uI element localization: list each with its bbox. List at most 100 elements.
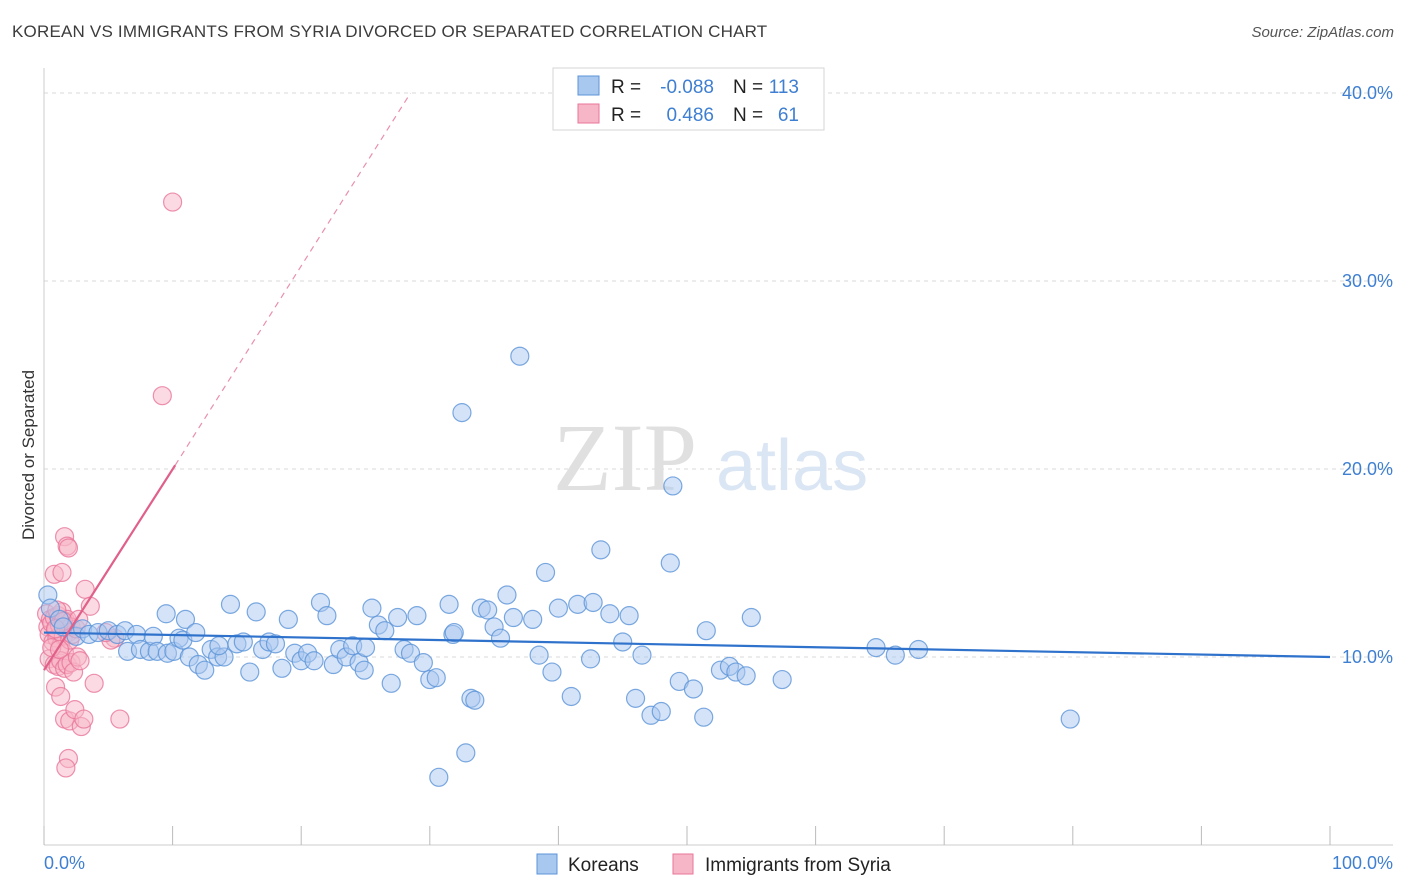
syria-point bbox=[163, 192, 183, 212]
syria-trend-extension bbox=[174, 92, 412, 466]
korean-point bbox=[317, 606, 337, 626]
grid-lines bbox=[44, 92, 1393, 658]
koreans-trend-line bbox=[43, 631, 1331, 659]
syria-point bbox=[70, 651, 90, 671]
korean-point bbox=[613, 632, 633, 652]
koreans-n-value: 113 bbox=[769, 77, 799, 98]
syria-point bbox=[58, 538, 79, 558]
korean-point bbox=[503, 607, 523, 628]
korean-point bbox=[772, 669, 792, 690]
korean-point bbox=[696, 621, 716, 641]
korean-point bbox=[429, 767, 449, 787]
syria-point bbox=[56, 758, 76, 778]
korean-point bbox=[736, 666, 756, 686]
korean-point bbox=[156, 604, 176, 624]
korean-point bbox=[580, 649, 601, 669]
syria-point bbox=[52, 562, 72, 583]
syria-trend-line bbox=[43, 464, 177, 671]
korean-point bbox=[663, 476, 683, 496]
korean-point bbox=[362, 598, 382, 618]
korean-point bbox=[529, 645, 549, 665]
korean-point bbox=[542, 662, 562, 682]
syria-swatch bbox=[577, 103, 600, 124]
korean-point bbox=[683, 679, 704, 699]
korean-point bbox=[600, 604, 620, 624]
korean-point bbox=[186, 622, 206, 643]
korean-point bbox=[452, 403, 472, 423]
korean-point bbox=[175, 609, 196, 630]
syria-point bbox=[74, 709, 94, 729]
legend-syria-label: Immigrants from Syria bbox=[705, 855, 891, 876]
syria-n-value: 61 bbox=[778, 105, 799, 126]
syria-r-value: 0.486 bbox=[666, 105, 714, 126]
korean-point bbox=[465, 690, 485, 710]
korean-point bbox=[885, 645, 905, 665]
legend: Koreans Immigrants from Syria bbox=[536, 853, 891, 876]
watermark-atlas: atlas bbox=[716, 426, 868, 506]
korean-point bbox=[632, 645, 652, 665]
korean-point bbox=[272, 658, 292, 678]
trend-lines bbox=[43, 92, 1331, 671]
syria-r-label: R = bbox=[611, 105, 641, 126]
y-tick-labels: 10.0% 20.0% 30.0% 40.0% bbox=[1342, 83, 1393, 667]
korean-point bbox=[400, 643, 421, 663]
korean-point bbox=[195, 660, 215, 680]
koreans-n-label: N = bbox=[733, 77, 763, 98]
korean-point bbox=[407, 606, 427, 626]
koreans-r-value: -0.088 bbox=[660, 77, 714, 98]
source-label: Source: ZipAtlas.com bbox=[1251, 24, 1394, 41]
korean-point bbox=[355, 638, 376, 658]
syria-point bbox=[152, 386, 172, 406]
korean-point bbox=[304, 651, 324, 671]
korean-point bbox=[561, 686, 581, 707]
korean-point bbox=[625, 688, 646, 708]
korean-point bbox=[651, 701, 671, 722]
korean-point bbox=[535, 562, 556, 583]
korean-point bbox=[619, 606, 639, 626]
korean-point bbox=[209, 636, 229, 656]
y-axis-label: Divorced or Separated bbox=[19, 370, 38, 540]
korean-point bbox=[265, 634, 286, 654]
korean-point bbox=[278, 609, 298, 630]
syria-point bbox=[110, 709, 130, 729]
korean-point bbox=[694, 707, 714, 727]
legend-syria-swatch bbox=[672, 853, 694, 875]
legend-koreans-label: Koreans bbox=[568, 855, 639, 876]
korean-point bbox=[413, 653, 433, 673]
korean-point bbox=[381, 673, 401, 693]
koreans-r-label: R = bbox=[611, 77, 641, 98]
korean-points bbox=[38, 346, 1080, 787]
korean-point bbox=[490, 628, 511, 648]
korean-point bbox=[426, 668, 446, 688]
korean-point bbox=[548, 598, 569, 618]
y-tick-label-40: 40.0% bbox=[1342, 83, 1393, 103]
y-tick-label-30: 30.0% bbox=[1342, 271, 1393, 291]
legend-koreans-swatch bbox=[536, 853, 558, 875]
syria-point bbox=[51, 686, 71, 707]
y-tick-label-20: 20.0% bbox=[1342, 459, 1393, 479]
x-tick-right: 100.0% bbox=[1332, 853, 1393, 873]
korean-point bbox=[388, 607, 408, 628]
koreans-swatch bbox=[577, 75, 600, 96]
korean-point bbox=[439, 594, 459, 614]
syria-point bbox=[84, 673, 104, 693]
stats-box: R = -0.088 N = 113 R = 0.486 N = 61 bbox=[552, 67, 825, 131]
axes bbox=[43, 68, 1393, 846]
korean-point bbox=[1060, 709, 1080, 729]
korean-point bbox=[660, 553, 680, 573]
korean-point bbox=[497, 585, 517, 605]
korean-point bbox=[240, 662, 260, 682]
y-tick-label-10: 10.0% bbox=[1342, 647, 1393, 667]
x-tick-left: 0.0% bbox=[44, 853, 85, 873]
korean-point bbox=[444, 622, 464, 643]
chart-title: KOREAN VS IMMIGRANTS FROM SYRIA DIVORCED… bbox=[12, 22, 768, 41]
korean-point bbox=[220, 594, 241, 614]
korean-point bbox=[741, 607, 761, 628]
syria-n-label: N = bbox=[733, 105, 763, 126]
korean-point bbox=[523, 609, 543, 630]
korean-point bbox=[246, 602, 266, 622]
korean-point bbox=[456, 743, 476, 763]
korean-point bbox=[354, 660, 374, 680]
korean-point bbox=[591, 540, 611, 560]
